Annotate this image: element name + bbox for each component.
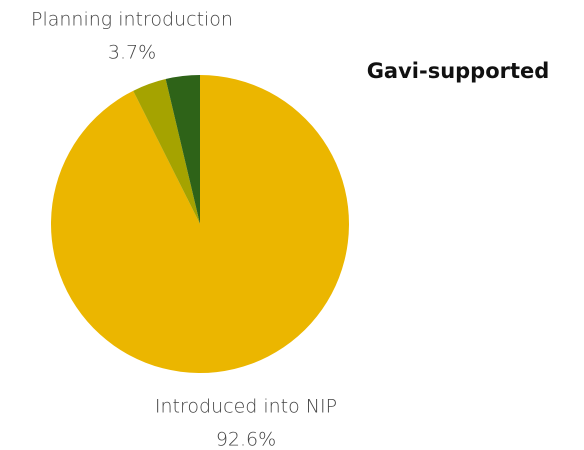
pie-slice bbox=[165, 75, 200, 224]
chart-title: Gavi-supported bbox=[367, 59, 550, 83]
slice-value-label: 3.7% bbox=[108, 42, 156, 64]
slice-value-label: 92.6% bbox=[216, 429, 276, 450]
slice-label: Planning introduction bbox=[31, 9, 233, 31]
pie-slice bbox=[133, 79, 200, 224]
slice-label: Introduced into NIP bbox=[155, 396, 337, 418]
